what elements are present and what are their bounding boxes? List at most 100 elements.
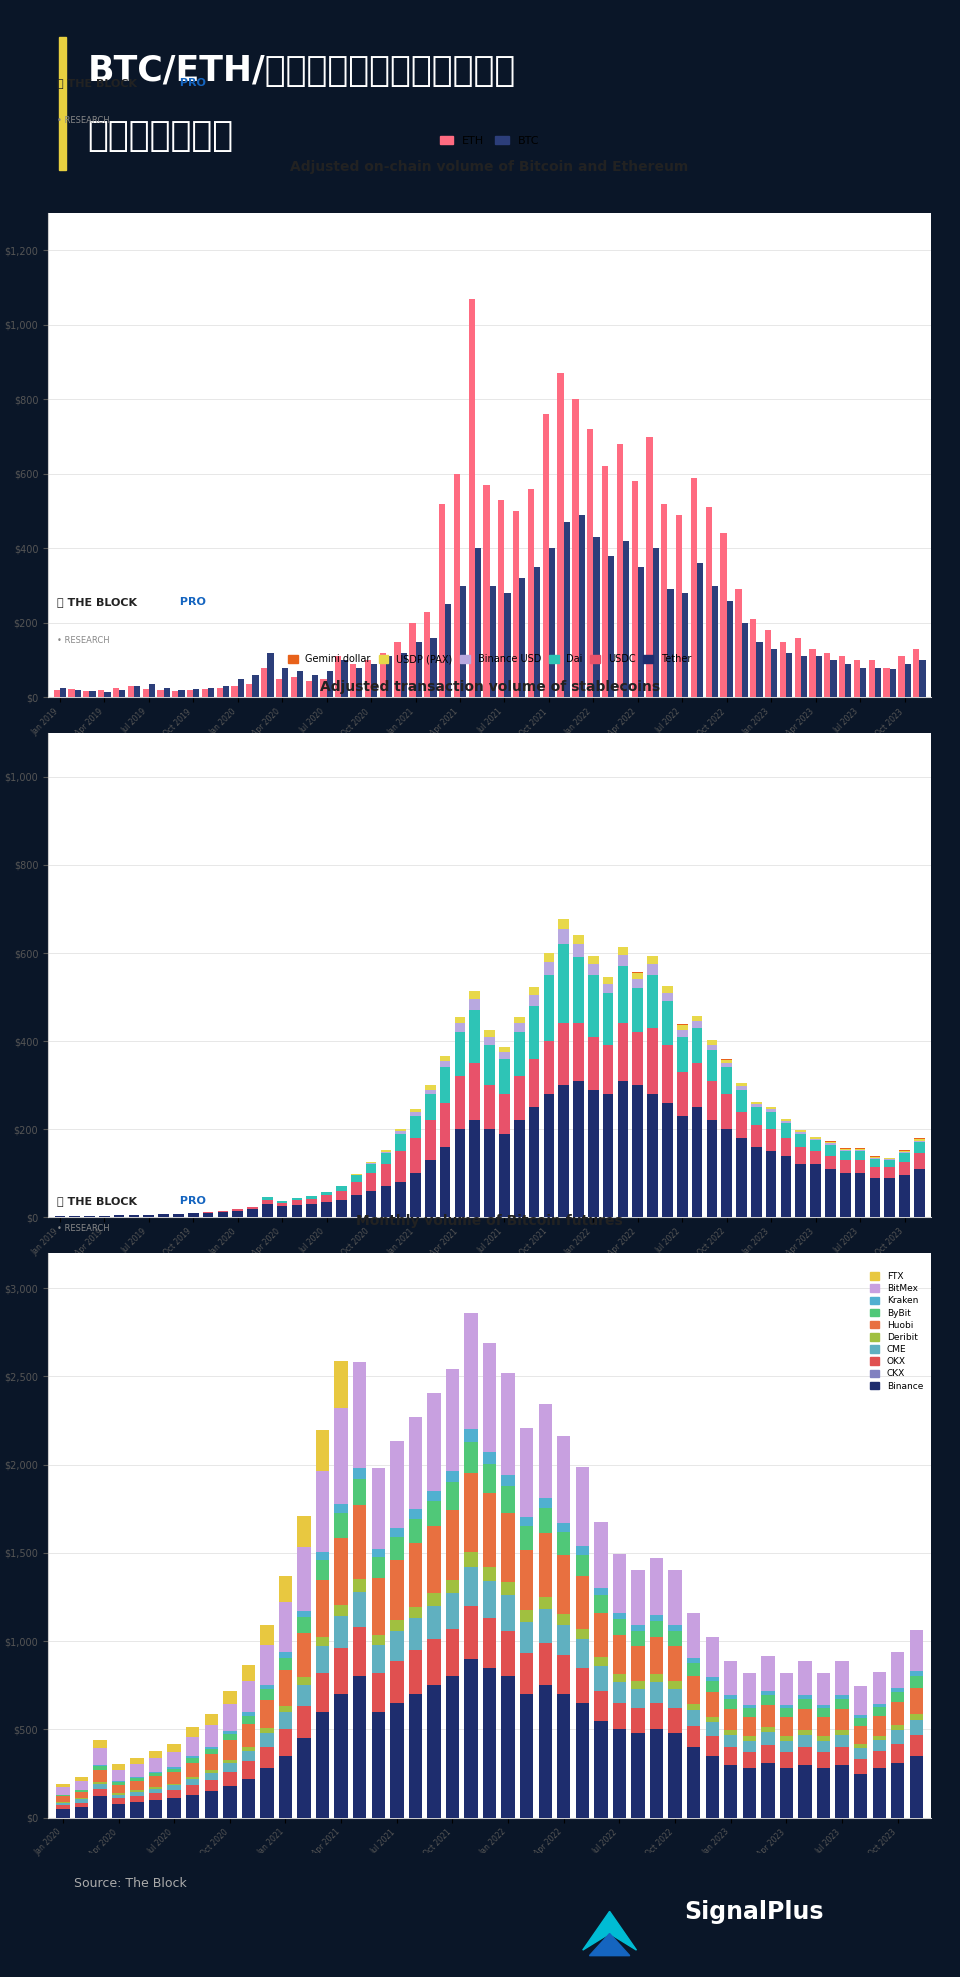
Bar [223, 1734, 236, 1740]
Bar [501, 1374, 515, 1475]
Bar [612, 1682, 626, 1702]
Bar [298, 1617, 311, 1633]
Bar [647, 957, 658, 965]
Bar [440, 1062, 450, 1068]
Bar [490, 585, 495, 698]
Bar [706, 1676, 719, 1680]
Bar [298, 1684, 311, 1706]
Bar [520, 1526, 534, 1550]
Bar [534, 567, 540, 698]
Bar [484, 484, 490, 698]
Bar [372, 1558, 385, 1578]
Bar [54, 690, 60, 698]
Bar [835, 1730, 849, 1734]
Bar [366, 1164, 376, 1172]
Bar [57, 1797, 69, 1801]
Bar [900, 1176, 910, 1218]
Bar [260, 1645, 274, 1686]
Bar [617, 967, 628, 1024]
Bar [692, 1107, 703, 1218]
Bar [761, 1690, 775, 1694]
Bar [445, 1483, 459, 1510]
Bar [910, 1629, 923, 1671]
Bar [483, 1451, 496, 1463]
Bar [539, 1609, 552, 1643]
Bar [262, 1200, 273, 1204]
Bar [484, 1129, 495, 1218]
Bar [687, 1613, 701, 1659]
Text: BTC/ETH/稳定币的链上活动也显示出: BTC/ETH/稳定币的链上活动也显示出 [87, 53, 516, 89]
Bar [334, 1694, 348, 1817]
Bar [817, 1673, 830, 1704]
Bar [410, 1113, 420, 1115]
Bar [910, 1671, 923, 1676]
Bar [98, 690, 105, 698]
Bar [706, 1680, 719, 1692]
Bar [501, 1582, 515, 1595]
Bar [75, 690, 81, 698]
Bar [799, 1748, 812, 1765]
Bar [721, 1060, 732, 1064]
Text: ⦻ THE BLOCK: ⦻ THE BLOCK [57, 77, 137, 87]
Bar [594, 1720, 608, 1817]
Bar [111, 1785, 125, 1793]
Bar [75, 1781, 88, 1789]
Bar [602, 467, 608, 698]
Bar [519, 577, 525, 698]
Bar [588, 965, 599, 975]
Bar [380, 1186, 392, 1218]
Bar [736, 1089, 747, 1111]
Bar [163, 688, 170, 698]
Bar [425, 1121, 436, 1160]
Bar [483, 1493, 496, 1568]
Bar [484, 1085, 495, 1129]
Bar [203, 1212, 213, 1218]
Bar [633, 1085, 643, 1218]
Bar [835, 1661, 849, 1694]
Bar [410, 1115, 420, 1139]
Bar [445, 1676, 459, 1817]
Bar [469, 1121, 480, 1218]
Text: • RESEARCH: • RESEARCH [57, 637, 109, 645]
Bar [668, 1570, 682, 1625]
Bar [469, 990, 480, 998]
Bar [334, 1617, 348, 1649]
Bar [891, 1726, 904, 1730]
Bar [334, 1514, 348, 1538]
Bar [724, 1765, 737, 1817]
Bar [564, 522, 570, 698]
Bar [465, 1605, 478, 1659]
Bar [743, 1736, 756, 1742]
Bar [186, 1779, 200, 1785]
Bar [276, 1206, 287, 1218]
Bar [573, 1081, 584, 1218]
Bar [543, 953, 554, 963]
Bar [167, 1785, 180, 1791]
Bar [334, 1360, 348, 1408]
Bar [455, 1129, 466, 1218]
Bar [825, 1168, 836, 1218]
Bar [539, 1643, 552, 1684]
Bar [766, 1111, 777, 1129]
Bar [427, 1639, 441, 1684]
Bar [242, 1712, 255, 1716]
Bar [425, 1085, 436, 1089]
Bar [306, 1198, 317, 1204]
Bar [223, 1763, 236, 1771]
Bar [187, 690, 193, 698]
Bar [372, 1578, 385, 1635]
Bar [899, 656, 904, 698]
Bar [149, 1799, 162, 1817]
Bar [514, 1075, 524, 1121]
Bar [780, 1767, 793, 1817]
Bar [594, 1595, 608, 1613]
Bar [736, 1083, 747, 1085]
Bar [157, 690, 163, 698]
Bar [223, 1785, 236, 1817]
Bar [677, 1024, 687, 1030]
Bar [242, 1680, 255, 1712]
Bar [668, 1647, 682, 1680]
Bar [342, 660, 348, 698]
Bar [632, 1647, 645, 1680]
Bar [105, 692, 110, 698]
